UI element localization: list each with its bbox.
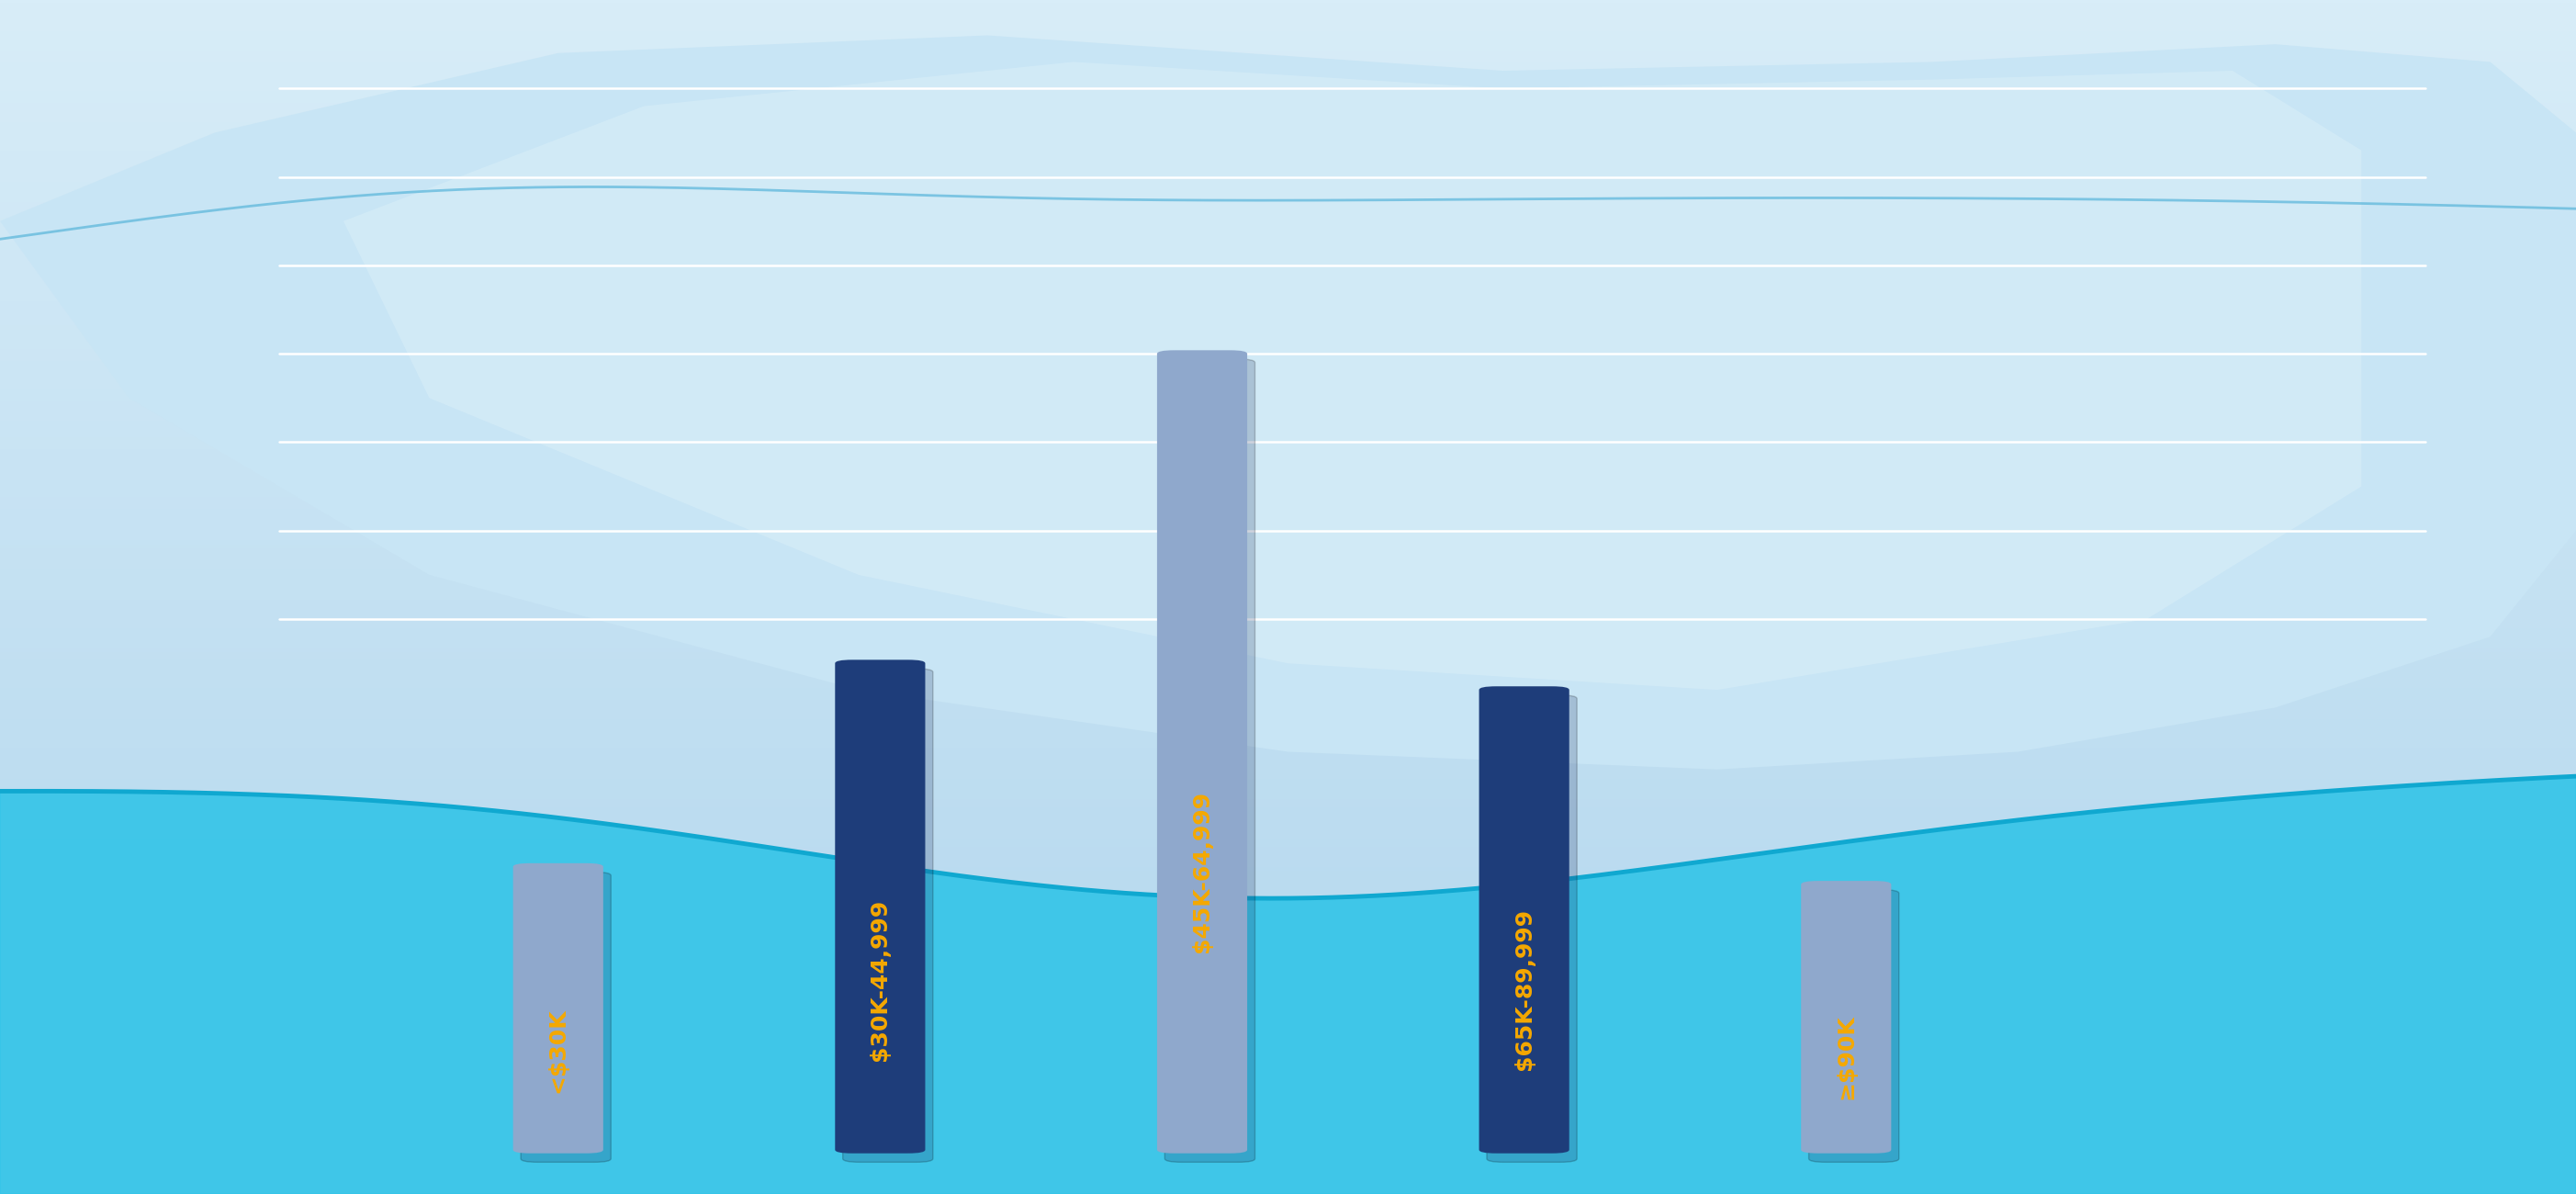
FancyBboxPatch shape bbox=[1808, 890, 1899, 1162]
FancyBboxPatch shape bbox=[842, 669, 933, 1162]
Text: $65K-89,999: $65K-89,999 bbox=[1512, 907, 1535, 1070]
Text: ≥$90K: ≥$90K bbox=[1834, 1015, 1857, 1100]
FancyBboxPatch shape bbox=[513, 863, 603, 1153]
Polygon shape bbox=[0, 36, 2576, 769]
Text: <$30K: <$30K bbox=[546, 1008, 569, 1094]
FancyBboxPatch shape bbox=[1157, 350, 1247, 1153]
FancyBboxPatch shape bbox=[1164, 359, 1255, 1162]
Text: $30K-44,999: $30K-44,999 bbox=[868, 899, 891, 1060]
FancyBboxPatch shape bbox=[835, 660, 925, 1153]
FancyBboxPatch shape bbox=[1486, 695, 1577, 1162]
FancyBboxPatch shape bbox=[1479, 687, 1569, 1153]
FancyBboxPatch shape bbox=[520, 872, 611, 1162]
FancyBboxPatch shape bbox=[1801, 881, 1891, 1153]
Polygon shape bbox=[343, 62, 2362, 690]
Text: $45K-64,999: $45K-64,999 bbox=[1190, 790, 1213, 952]
